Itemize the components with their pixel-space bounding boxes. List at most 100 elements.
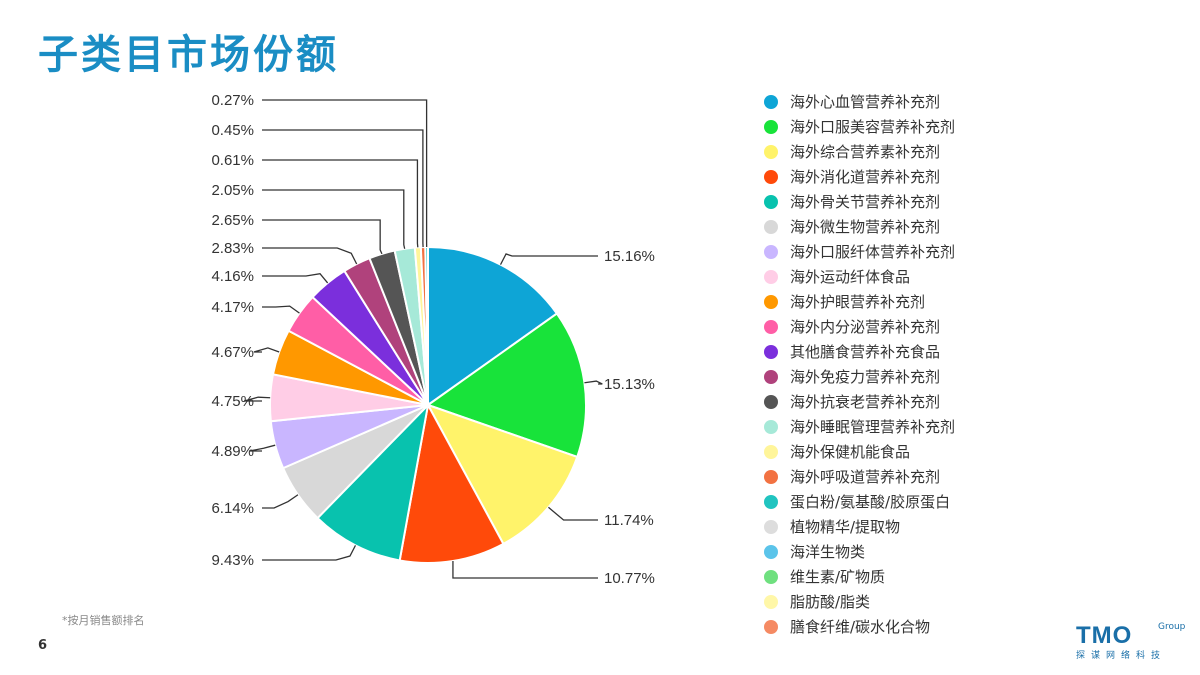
legend-swatch-icon — [764, 344, 778, 359]
pct-label-1: 15.13% — [604, 376, 655, 393]
legend-item: 海外综合营养素补充剂 — [764, 139, 955, 164]
legend-swatch-icon — [764, 169, 778, 184]
legend-item: 海外骨关节营养补充剂 — [764, 189, 955, 214]
leader-line-3 — [452, 561, 598, 579]
logo-text: TMO — [1076, 622, 1133, 649]
pct-label-11: 2.83% — [211, 240, 254, 257]
legend-item: 海外抗衰老营养补充剂 — [764, 389, 955, 414]
pct-label-10: 4.16% — [211, 268, 254, 285]
legend-swatch-icon — [764, 219, 778, 234]
legend-item: 海外口服纤体营养补充剂 — [764, 239, 955, 264]
footnote: *按月销售额排名 — [62, 614, 145, 627]
legend-label: 海外护眼营养补充剂 — [790, 293, 926, 311]
logo-group-text: Group — [1158, 622, 1186, 632]
leader-line-4 — [262, 545, 357, 561]
pct-label-13: 2.05% — [211, 182, 254, 199]
legend-item: 海外运动纤体食品 — [764, 264, 955, 289]
legend-item: 海外口服美容营养补充剂 — [764, 114, 955, 139]
pct-label-6: 4.89% — [211, 443, 254, 460]
leader-line-10 — [262, 272, 329, 284]
pct-label-15: 0.45% — [211, 122, 254, 139]
pct-label-9: 4.17% — [211, 299, 254, 316]
pie-slice-2 — [425, 403, 579, 546]
legend-item: 海外免疫力营养补充剂 — [764, 364, 955, 389]
pie-slice-1 — [425, 312, 587, 459]
legend-item: 海外消化道营养补充剂 — [764, 164, 955, 189]
legend-item: 其他膳食营养补充食品 — [764, 339, 955, 364]
pct-label-7: 4.75% — [211, 393, 254, 410]
legend-item: 海洋生物类 — [764, 539, 955, 564]
legend-swatch-icon — [764, 494, 778, 509]
legend-label: 海外睡眠管理营养补充剂 — [790, 418, 956, 436]
legend-item: 海外内分泌营养补充剂 — [764, 314, 955, 339]
legend-swatch-icon — [764, 294, 778, 309]
leader-line-8 — [253, 347, 280, 353]
legend-label: 蛋白粉/氨基酸/胶原蛋白 — [790, 493, 951, 511]
pie-slice-4 — [316, 401, 430, 562]
legend-swatch-icon — [764, 369, 778, 384]
leader-line-9 — [262, 305, 300, 314]
pct-label-12: 2.65% — [211, 212, 254, 229]
leader-line-11 — [262, 247, 358, 265]
legend-label: 海外内分泌营养补充剂 — [790, 318, 941, 336]
pct-label-8: 4.67% — [211, 344, 254, 361]
legend-swatch-icon — [764, 244, 778, 259]
legend-swatch-icon — [764, 394, 778, 409]
chart-legend: 海外心血管营养补充剂 海外口服美容营养补充剂 海外综合营养素补充剂 海外消化道营养补充… — [764, 89, 955, 639]
legend-label: 海外综合营养素补充剂 — [790, 143, 941, 161]
leader-line-16 — [262, 99, 428, 248]
page-title: 子类目市场份额 — [38, 32, 339, 78]
legend-item: 植物精华/提取物 — [764, 514, 955, 539]
legend-swatch-icon — [764, 119, 778, 134]
leader-line-15 — [262, 129, 424, 248]
legend-swatch-icon — [764, 569, 778, 584]
leader-line-6 — [249, 444, 276, 452]
legend-swatch-icon — [764, 94, 778, 109]
legend-label: 海外保健机能食品 — [790, 443, 911, 461]
legend-swatch-icon — [764, 544, 778, 559]
legend-label: 海外心血管营养补充剂 — [790, 93, 941, 111]
legend-label: 其他膳食营养补充食品 — [790, 343, 941, 361]
pct-label-2: 11.74% — [604, 512, 654, 529]
leader-line-0 — [499, 253, 598, 265]
legend-swatch-icon — [764, 144, 778, 159]
page-number: 6 — [38, 638, 48, 653]
legend-item: 海外睡眠管理营养补充剂 — [764, 414, 955, 439]
leader-line-7 — [244, 396, 271, 402]
legend-item: 蛋白粉/氨基酸/胶原蛋白 — [764, 489, 955, 514]
legend-label: 海外抗衰老营养补充剂 — [790, 393, 941, 411]
legend-label: 海外免疫力营养补充剂 — [790, 368, 941, 386]
legend-label: 海外骨关节营养补充剂 — [790, 193, 941, 211]
pct-label-3: 10.77% — [604, 570, 655, 587]
legend-label: 海外消化道营养补充剂 — [790, 168, 941, 186]
legend-label: 海外运动纤体食品 — [790, 268, 911, 286]
legend-label: 海外微生物营养补充剂 — [790, 218, 941, 236]
legend-swatch-icon — [764, 194, 778, 209]
leader-line-5 — [262, 494, 299, 509]
legend-label: 膳食纤维/碳水化合物 — [790, 618, 931, 636]
legend-swatch-icon — [764, 519, 778, 534]
pct-label-5: 6.14% — [211, 500, 254, 517]
pct-label-4: 9.43% — [211, 552, 254, 569]
company-logo: TMO Group 探谋网络科技 — [1076, 622, 1186, 662]
legend-label: 海外口服纤体营养补充剂 — [790, 243, 956, 261]
pie-slice-0 — [427, 245, 559, 407]
logo-subtext: 探谋网络科技 — [1076, 651, 1167, 661]
legend-swatch-icon — [764, 594, 778, 609]
legend-swatch-icon — [764, 269, 778, 284]
legend-label: 海洋生物类 — [790, 543, 866, 561]
legend-label: 海外口服美容营养补充剂 — [790, 118, 956, 136]
legend-item: 海外呼吸道营养补充剂 — [764, 464, 955, 489]
leader-line-2 — [547, 506, 598, 521]
legend-item: 海外护眼营养补充剂 — [764, 289, 955, 314]
legend-swatch-icon — [764, 619, 778, 634]
legend-swatch-icon — [764, 419, 778, 434]
legend-swatch-icon — [764, 444, 778, 459]
legend-label: 维生素/矿物质 — [790, 568, 886, 586]
legend-item: 膳食纤维/碳水化合物 — [764, 614, 955, 639]
legend-item: 海外心血管营养补充剂 — [764, 89, 955, 114]
legend-label: 植物精华/提取物 — [790, 518, 901, 536]
leader-line-13 — [262, 189, 406, 249]
leader-line-1 — [584, 380, 603, 385]
legend-item: 维生素/矿物质 — [764, 564, 955, 589]
